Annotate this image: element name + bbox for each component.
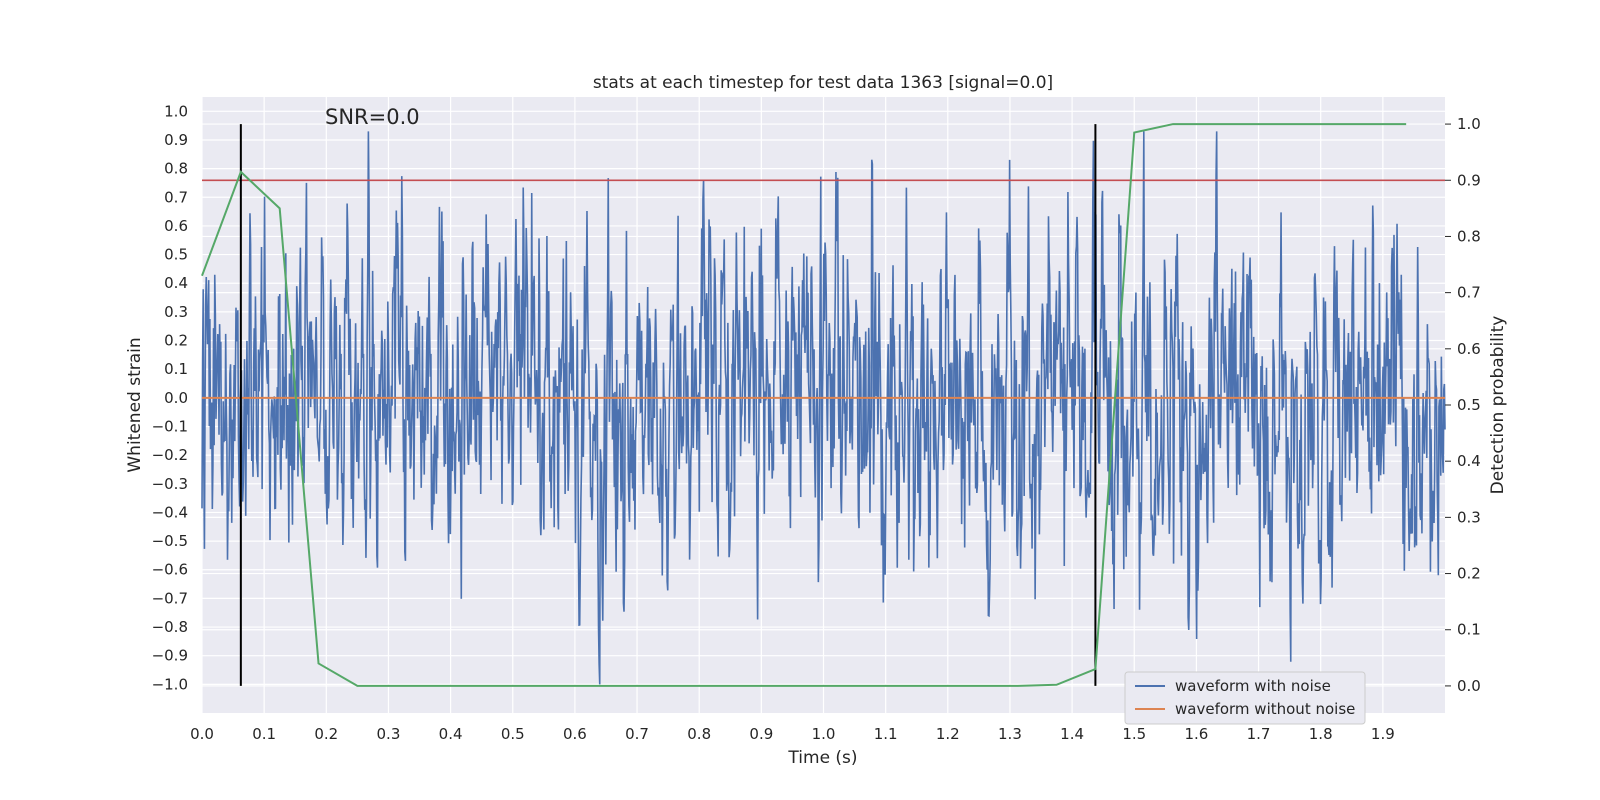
x-tick-label: 1.4 [1060,725,1084,743]
x-tick-label: 1.0 [812,725,836,743]
plot-area [201,123,1446,687]
y2-tick-label: 0.2 [1457,565,1481,583]
y-tick-label: 0.6 [164,217,188,235]
x-tick-label: 0.1 [252,725,276,743]
y2-tick-label: 0.7 [1457,284,1481,302]
y-tick-label: 0.9 [164,131,188,149]
y2-tick-label: 0.8 [1457,227,1481,245]
x-tick-label: 1.8 [1309,725,1333,743]
y2-tick-label: 0.6 [1457,340,1481,358]
legend-label-clean: waveform without noise [1175,700,1355,718]
series-line-detection-probability [201,123,1407,687]
y-tick-label: −0.3 [152,475,188,493]
y2-tick-label: 0.9 [1457,171,1481,189]
y2-tick-label: 0.0 [1457,677,1481,695]
chart-title: stats at each timestep for test data 136… [593,73,1053,93]
legend-label-noise: waveform with noise [1175,677,1331,695]
legend-box [1124,671,1366,725]
x-tick-label: 1.9 [1371,725,1395,743]
x-tick-label: 0.8 [687,725,711,743]
x-tick-label: 1.6 [1184,725,1208,743]
y-axis-right: 0.0 0.1 0.2 0.3 0.4 0.5 0.6 0.7 0.8 0.9 1.0 [1445,115,1481,695]
y-axis-left: −1.0 −0.9 −0.8 −0.7 −0.6 −0.5 −0.4 −0.3 −0.2 −0.1… [152,102,188,693]
x-tick-label: 0.6 [563,725,587,743]
x-tick-label: 1.7 [1247,725,1271,743]
y-tick-label: −0.2 [152,446,188,464]
snr-annotation: SNR=0.0 [325,105,420,129]
y-tick-label: 0.2 [164,332,188,350]
y2-tick-label: 0.1 [1457,621,1481,639]
series-line-waveform-with-noise [201,131,1446,685]
y-tick-label: 0.4 [164,274,188,292]
y-tick-label: −0.1 [152,417,188,435]
y-tick-label: 0.5 [164,246,188,264]
y-tick-label: 0.8 [164,160,188,178]
x-axis-label: Time (s) [787,748,857,768]
x-tick-label: 0.2 [314,725,338,743]
y-tick-label: 0.3 [164,303,188,321]
x-tick-label: 0.0 [190,725,214,743]
x-tick-label: 1.3 [998,725,1022,743]
y2-tick-label: 1.0 [1457,115,1481,133]
y-tick-label: −0.8 [152,618,188,636]
x-tick-label: 0.7 [625,725,649,743]
y-tick-label: 0.7 [164,188,188,206]
y-tick-label: −0.6 [152,561,188,579]
legend: waveform with noise waveform without noi… [1124,671,1366,725]
x-tick-label: 0.5 [501,725,525,743]
x-tick-label: 1.5 [1122,725,1146,743]
y-tick-label: −0.7 [152,589,188,607]
y-tick-label: 0.0 [164,389,188,407]
y-tick-label: 1.0 [164,102,188,120]
y-tick-label: −0.5 [152,532,188,550]
x-tick-label: 1.2 [936,725,960,743]
y-tick-label: −0.4 [152,503,188,521]
y2-tick-label: 0.5 [1457,396,1481,414]
x-tick-label: 0.3 [377,725,401,743]
y-tick-label: 0.1 [164,360,188,378]
y-tick-label: −0.9 [152,647,188,665]
y2-tick-label: 0.3 [1457,508,1481,526]
y2-tick-label: 0.4 [1457,452,1481,470]
y-tick-label: −1.0 [152,675,188,693]
y-axis-label: Whitened strain [125,337,145,472]
x-tick-label: 0.9 [749,725,773,743]
x-tick-label: 0.4 [439,725,463,743]
x-axis: 0.0 0.1 0.2 0.3 0.4 0.5 0.6 0.7 0.8 0.9 1.0 1.1 1.2 1… [190,725,1395,743]
x-tick-label: 1.1 [874,725,898,743]
y2-axis-label: Detection probability [1488,316,1508,495]
